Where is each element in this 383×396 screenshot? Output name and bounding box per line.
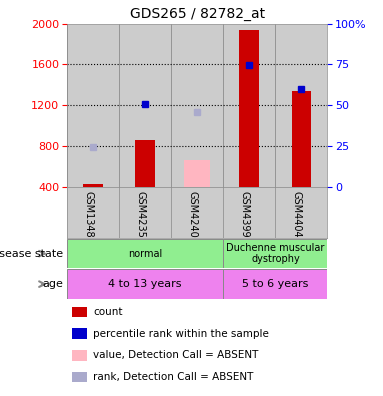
Bar — [67, 269, 223, 299]
Bar — [184, 160, 210, 187]
Bar — [67, 239, 223, 268]
Text: 5 to 6 years: 5 to 6 years — [242, 279, 309, 289]
Bar — [72, 372, 87, 383]
Text: Duchenne muscular
dystrophy: Duchenne muscular dystrophy — [226, 243, 324, 265]
Bar — [171, 24, 223, 187]
Bar — [72, 350, 87, 361]
Text: count: count — [93, 307, 123, 317]
Bar — [72, 328, 87, 339]
Text: GSM4235: GSM4235 — [135, 190, 145, 238]
Bar — [135, 140, 155, 187]
Bar — [223, 24, 275, 187]
Bar — [275, 24, 327, 187]
Text: normal: normal — [128, 249, 162, 259]
Text: percentile rank within the sample: percentile rank within the sample — [93, 329, 269, 339]
Bar — [67, 24, 119, 187]
Text: GSM4240: GSM4240 — [187, 190, 197, 237]
Bar — [239, 30, 259, 187]
Bar — [83, 185, 103, 187]
Text: GSM4404: GSM4404 — [291, 190, 301, 237]
Text: GSM4399: GSM4399 — [239, 190, 249, 237]
Text: value, Detection Call = ABSENT: value, Detection Call = ABSENT — [93, 350, 259, 360]
Bar — [291, 91, 311, 187]
Bar — [223, 269, 327, 299]
Bar — [72, 307, 87, 317]
Text: rank, Detection Call = ABSENT: rank, Detection Call = ABSENT — [93, 372, 254, 382]
Text: GSM1348: GSM1348 — [83, 190, 93, 237]
Text: age: age — [42, 279, 63, 289]
Text: disease state: disease state — [0, 249, 63, 259]
Bar — [223, 239, 327, 268]
Title: GDS265 / 82782_at: GDS265 / 82782_at — [130, 8, 265, 21]
Bar — [119, 24, 171, 187]
Text: 4 to 13 years: 4 to 13 years — [108, 279, 182, 289]
